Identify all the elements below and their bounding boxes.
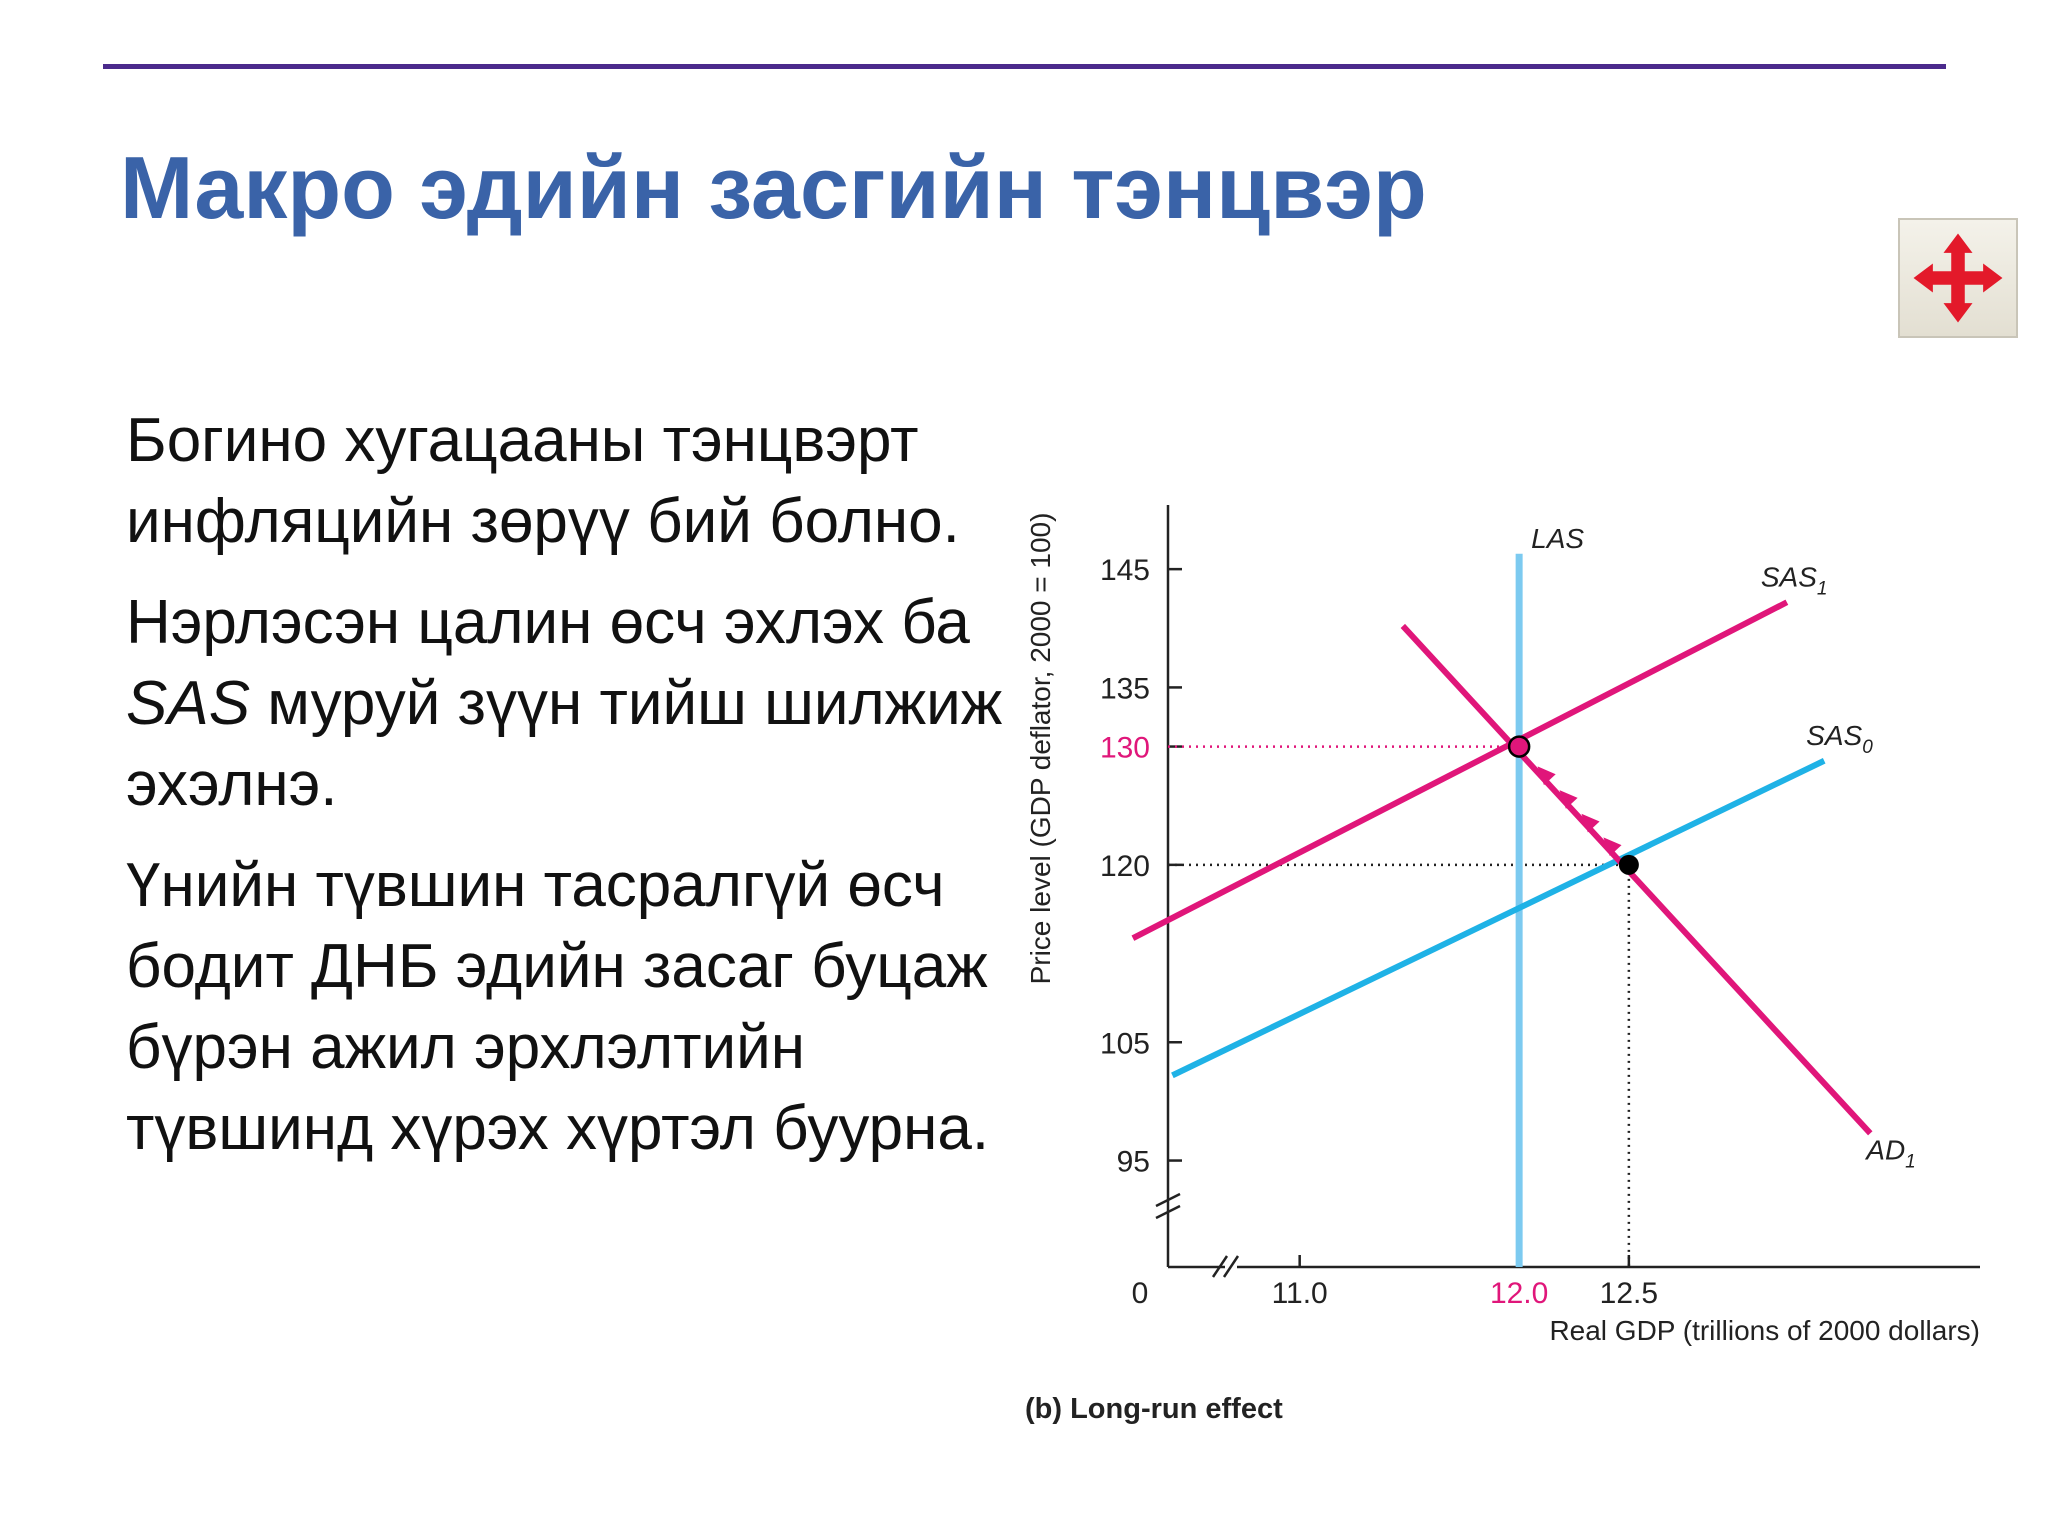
y-tick-label: 120: [1100, 850, 1150, 883]
movement-arrow: [1603, 837, 1622, 857]
origin-label: 0: [1132, 1277, 1149, 1310]
bullet-list: Богино хугацааны тэнцвэрт инфляцийн зөрү…: [126, 400, 1006, 1189]
movement-arrow: [1559, 790, 1578, 809]
bullet-item: Нэрлэсэн цалин өсч эхлэх ба SAS муруй зү…: [126, 582, 1006, 825]
x-tick-label: 12.5: [1600, 1277, 1658, 1310]
x-axis-break: [1222, 1255, 1240, 1278]
series-label: SAS1: [1761, 561, 1828, 599]
movement-arrow: [1537, 766, 1556, 786]
long-run-effect-chart: 95 105 120 130 135 145 11.0 12.0 12.5 0 Real GDP (…: [1000, 480, 2000, 1440]
y-axis-break: [1155, 1204, 1181, 1220]
chart-caption: (b) Long-run effect: [1025, 1393, 1283, 1425]
slide-title: Макро эдийн засгийн тэнцвэр: [120, 138, 1427, 237]
x-axis-break: [1211, 1255, 1229, 1278]
move-button[interactable]: [1898, 218, 2018, 338]
new-equilibrium-point: [1507, 735, 1531, 758]
y-tick-label: 130: [1100, 732, 1150, 765]
series-label: LAS: [1531, 523, 1584, 554]
x-tick-label: 11.0: [1272, 1277, 1328, 1310]
bullet-item: Үнийн түвшин тасралгүй өсч бодит ДНБ эди…: [126, 851, 990, 1163]
series-label: SAS0: [1806, 720, 1873, 758]
y-tick-label: 95: [1117, 1146, 1150, 1179]
title-rule: [103, 64, 1946, 69]
y-tick-label: 145: [1100, 554, 1150, 587]
y-tick-label: 135: [1100, 672, 1150, 705]
bullet-item: Богино хугацааны тэнцвэрт инфляцийн зөрү…: [126, 406, 960, 556]
chart-canvas: 95 105 120 130 135 145 11.0 12.0 12.5 0 Real GDP (…: [1025, 505, 1980, 1425]
bullet-text: Нэрлэсэн цалин өсч эхлэх ба: [126, 588, 970, 657]
y-axis-title: Price level (GDP deflator, 2000 = 100): [1025, 513, 1056, 985]
sas0-line: [1171, 758, 1826, 1079]
x-tick-label: 12.0: [1490, 1277, 1548, 1310]
bullet-emphasis: SAS: [126, 669, 251, 738]
move-arrows-icon: [1913, 233, 2003, 323]
bullet-text: муруй зүүн тийш шилжиж эхэлнэ.: [126, 669, 1003, 819]
series-label: AD1: [1864, 1134, 1915, 1172]
ad1-line: [1400, 623, 1873, 1136]
x-axis-title: Real GDP (trillions of 2000 dollars): [1549, 1315, 1980, 1346]
initial-equilibrium-point: [1618, 854, 1639, 875]
y-tick-label: 105: [1100, 1027, 1150, 1060]
movement-arrow: [1581, 813, 1600, 833]
sas1-line: [1131, 599, 1789, 941]
y-axis-break: [1155, 1192, 1181, 1208]
